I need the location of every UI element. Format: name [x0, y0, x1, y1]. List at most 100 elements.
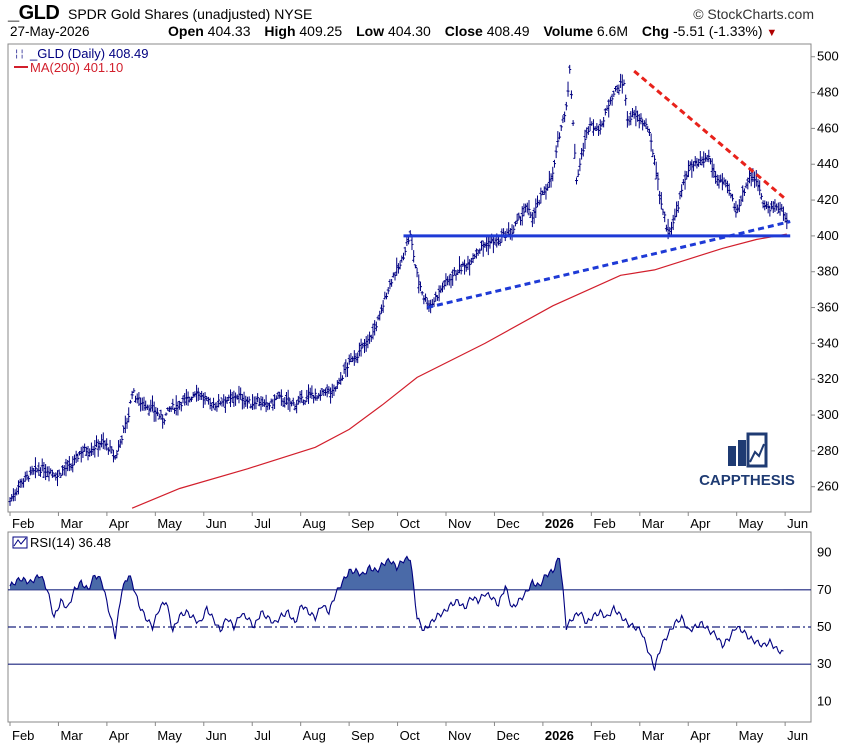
x-tick-label: Dec	[496, 516, 520, 531]
change-label: Chg	[641, 23, 670, 39]
price-x-axis: Feb Mar Apr May Jun Jul Aug Sep Oct Nov Dec 2026 Feb…	[9, 512, 808, 531]
logo-box	[746, 432, 768, 468]
x-tick-label: Aug	[303, 728, 326, 743]
rsi-overbought-fill	[10, 556, 564, 590]
x-tick-label: Oct	[400, 728, 421, 743]
x-tick-label: Dec	[496, 728, 520, 743]
rsi-y-tick-label: 10	[817, 693, 831, 708]
x-tick-label: Feb	[12, 516, 34, 531]
rsi-levels-layer	[8, 589, 811, 665]
rsi-y-axis: 10 30 50 70 90	[817, 545, 831, 709]
x-tick-label: May	[739, 516, 764, 531]
logo-wordmark: CAPPTHESIS	[699, 472, 795, 489]
price-y-tick-label: 460	[817, 120, 839, 135]
ticker-symbol: _GLD	[8, 2, 60, 24]
x-tick-label: Feb	[12, 728, 34, 743]
close-label: Close	[444, 23, 483, 39]
x-tick-label: Jun	[206, 516, 227, 531]
rsi-y-tick-label: 90	[817, 545, 831, 560]
price-y-tick-label: 420	[817, 192, 839, 207]
rsi-legend-icon-line	[13, 537, 27, 547]
open-value: 404.33	[207, 23, 251, 39]
price-y-tick-label: 500	[817, 49, 839, 64]
x-tick-label: Jul	[254, 516, 271, 531]
price-y-tick-label: 260	[817, 479, 839, 494]
x-tick-label: Nov	[448, 516, 472, 531]
high-value: 409.25	[299, 23, 343, 39]
cappthesis-logo: CAPPTHESIS	[699, 432, 795, 489]
close-value: 408.49	[486, 23, 530, 39]
ohlc-readout: Open 404.33 High 409.25 Low 404.30 Close…	[168, 23, 777, 39]
x-tick-label: Apr	[109, 516, 130, 531]
volume-value: 6.6M	[596, 23, 628, 39]
high-label: High	[264, 23, 296, 39]
x-tick-label: Nov	[448, 728, 472, 743]
ma-legend-label: MA(200) 401.10	[30, 60, 123, 75]
open-label: Open	[168, 23, 204, 39]
security-description: SPDR Gold Shares (unadjusted) NYSE	[68, 6, 313, 22]
price-panel-frame	[7, 43, 812, 513]
rsi-line-layer	[9, 555, 784, 671]
down-arrow-icon: ▼	[766, 27, 778, 39]
x-tick-label: Aug	[303, 516, 326, 531]
volume-label: Volume	[543, 23, 593, 39]
price-bars-layer	[8, 64, 789, 506]
ma200-layer	[131, 233, 787, 509]
rsi-legend-label: RSI(14) 36.48	[30, 535, 111, 550]
rsi-y-tick-label: 30	[817, 656, 831, 671]
rsi-y-tick-label: 50	[817, 619, 831, 634]
x-tick-label: Sep	[351, 728, 374, 743]
rsi-fill-layer	[10, 556, 564, 590]
price-y-tick-label: 320	[817, 371, 839, 386]
x-tick-label: May	[157, 728, 182, 743]
x-tick-label: Mar	[60, 728, 83, 743]
low-label: Low	[356, 23, 385, 39]
x-tick-label: Apr	[690, 516, 711, 531]
x-tick-label: Jun	[206, 728, 227, 743]
logo-bar-1	[728, 446, 736, 466]
rsi-y-tick-label: 70	[817, 582, 831, 597]
rsi-legend: RSI(14) 36.48	[12, 535, 111, 550]
resistance-trendline	[633, 69, 788, 202]
price-y-tick-label: 380	[817, 264, 839, 279]
rising-support-trendline	[426, 220, 791, 310]
x-tick-label: Feb	[593, 516, 615, 531]
price-y-tick-label: 360	[817, 300, 839, 315]
x-tick-label: Jul	[254, 728, 271, 743]
ohlc-bar-icon: ╎╎	[14, 49, 25, 59]
price-y-axis: 260 280 300 320 340 360 380 400 420 440 460 480 500	[811, 49, 839, 494]
stockcharts-brand: © StockCharts.com	[693, 6, 814, 22]
change-value: -5.51 (-1.33%)	[673, 23, 763, 39]
rsi-legend-icon	[12, 536, 28, 549]
price-y-tick-label: 340	[817, 335, 839, 350]
x-tick-label: Mar	[642, 728, 665, 743]
ma200-line	[131, 233, 787, 509]
price-y-tick-label: 480	[817, 85, 839, 100]
x-tick-label: 2026	[545, 728, 574, 743]
x-tick-label: Sep	[351, 516, 374, 531]
logo-bar-2	[738, 440, 746, 466]
price-y-tick-label: 280	[817, 443, 839, 458]
x-tick-label: May	[739, 728, 764, 743]
x-tick-label: Apr	[109, 728, 130, 743]
x-tick-label: Oct	[400, 516, 421, 531]
logo-trend-line	[749, 443, 765, 463]
trendline-layer	[403, 69, 791, 310]
price-legend: ╎╎ _GLD (Daily) 408.49 MA(200) 401.10	[14, 46, 149, 75]
rsi-x-axis: Feb Mar Apr May Jun Jul Aug Sep Oct Nov Dec 2026 Feb…	[9, 722, 808, 743]
x-tick-label: Apr	[690, 728, 711, 743]
price-y-tick-label: 440	[817, 156, 839, 171]
x-tick-label: 2026	[545, 516, 574, 531]
price-legend-label: _GLD (Daily) 408.49	[29, 46, 149, 61]
x-tick-label: May	[157, 516, 182, 531]
low-value: 404.30	[388, 23, 431, 39]
rsi-line	[9, 555, 784, 671]
price-y-tick-label: 300	[817, 407, 839, 422]
x-tick-label: Mar	[60, 516, 83, 531]
x-tick-label: Feb	[593, 728, 615, 743]
x-tick-label: Jun	[787, 728, 808, 743]
x-tick-label: Jun	[787, 516, 808, 531]
price-y-tick-label: 400	[817, 228, 839, 243]
chart-date: 27-May-2026	[10, 24, 90, 39]
